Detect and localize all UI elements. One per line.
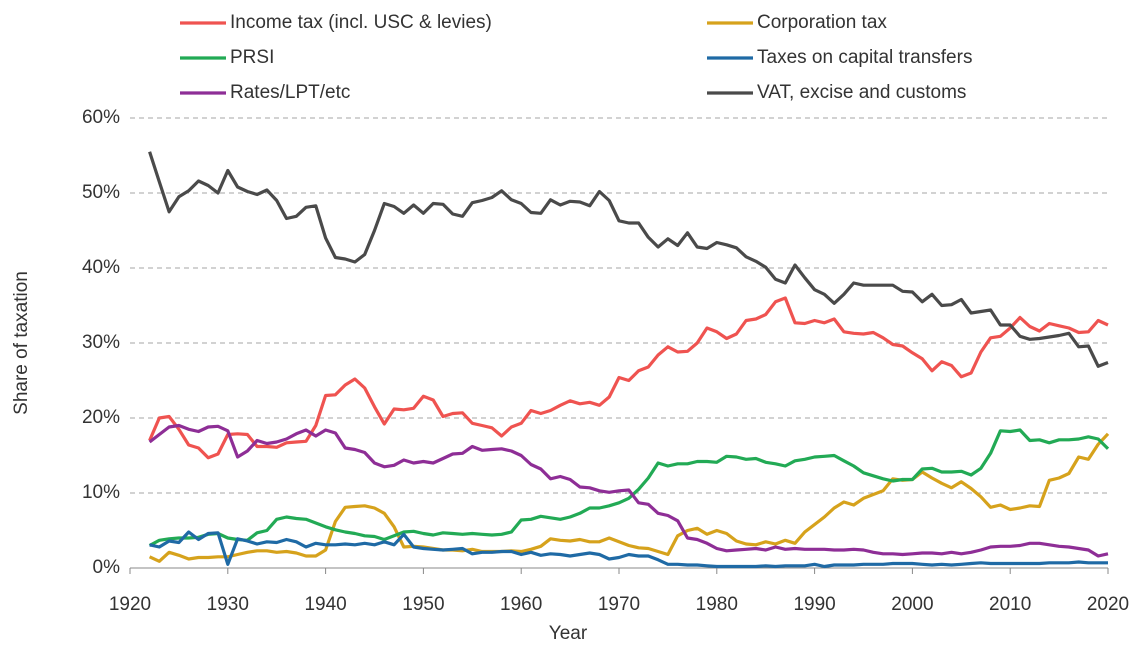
x-tick-label: 2020 <box>1087 594 1129 615</box>
x-axis-label: Year <box>549 623 588 644</box>
x-tick-label: 1960 <box>500 594 542 615</box>
y-tick-label: 0% <box>93 557 121 578</box>
x-tick-label: 1990 <box>793 594 835 615</box>
legend-label: Corporation tax <box>757 12 887 33</box>
x-tick-label: 1940 <box>304 594 346 615</box>
legend-label: VAT, excise and customs <box>757 82 966 103</box>
y-tick-label: 60% <box>82 107 120 128</box>
legend-label: Taxes on capital transfers <box>757 47 972 68</box>
x-tick-label: 2010 <box>989 594 1031 615</box>
x-tick-label: 1970 <box>598 594 640 615</box>
series-line <box>148 296 1109 460</box>
y-tick-label: 30% <box>82 332 120 353</box>
x-tick-label: 1980 <box>696 594 738 615</box>
x-tick-label: 1950 <box>402 594 444 615</box>
legend-label: Rates/LPT/etc <box>230 82 350 103</box>
y-tick-label: 50% <box>82 182 120 203</box>
y-tick-label: 20% <box>82 407 120 428</box>
y-axis-label: Share of taxation <box>11 271 32 415</box>
y-tick-label: 10% <box>82 482 120 503</box>
legend-label: Income tax (incl. USC & levies) <box>230 12 492 33</box>
x-tick-label: 1920 <box>109 594 151 615</box>
series-line <box>148 432 1110 563</box>
series-line <box>148 151 1109 368</box>
y-tick-label: 40% <box>82 257 120 278</box>
x-tick-label: 2000 <box>891 594 933 615</box>
series-line <box>148 423 1109 558</box>
legend-label: PRSI <box>230 47 274 68</box>
series-line <box>149 530 1108 569</box>
series-line <box>148 428 1110 547</box>
x-tick-label: 1930 <box>207 594 249 615</box>
